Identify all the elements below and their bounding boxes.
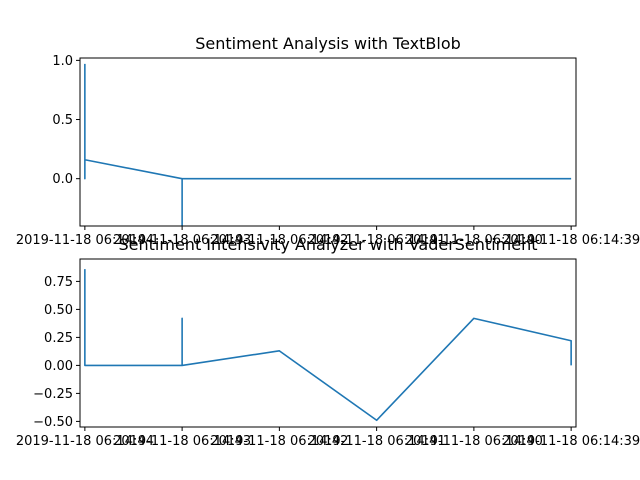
textblob-y-tick-label: 1.0 — [52, 54, 73, 69]
vader-x-tick-label: 2019-11-18 06:14:41 — [308, 434, 446, 449]
textblob-x-tick-label: 2019-11-18 06:14:43 — [113, 233, 251, 248]
vader-y-tick-label: −0.50 — [33, 415, 73, 430]
textblob-x-tick-label: 2019-11-18 06:14:40 — [405, 233, 543, 248]
vader-y-tick-label: 0.50 — [44, 303, 73, 318]
vader-x-tick-label: 2019-11-18 06:14:40 — [405, 434, 543, 449]
vader-x-tick-label: 2019-11-18 06:14:42 — [210, 434, 348, 449]
vader-x-tick-label: 2019-11-18 06:14:39 — [502, 434, 640, 449]
textblob-subplot: Sentiment Analysis with TextBlob 2019-11… — [16, 34, 640, 248]
vader-y-tick-label: −0.25 — [33, 387, 73, 402]
vader-y-tick-label: 0.75 — [44, 275, 73, 290]
textblob-x-tick-label: 2019-11-18 06:14:42 — [210, 233, 348, 248]
vader-y-tick-label: 0.00 — [44, 359, 73, 374]
textblob-y-tick-label: 0.5 — [52, 113, 73, 128]
vader-sentiment-line — [84, 269, 572, 422]
vader-x-tick-label: 2019-11-18 06:14:43 — [113, 434, 251, 449]
textblob-x-tick-label: 2019-11-18 06:14:41 — [308, 233, 446, 248]
textblob-axes-frame — [79, 57, 577, 227]
vader-y-tick-label: 0.25 — [44, 331, 73, 346]
textblob-x-tick-label: 2019-11-18 06:14:44 — [16, 233, 154, 248]
textblob-chart-title: Sentiment Analysis with TextBlob — [195, 34, 461, 53]
vader-x-tick-label: 2019-11-18 06:14:44 — [16, 434, 154, 449]
vader-axes-frame — [79, 258, 577, 428]
vader-chart-title: Sentiment Intensivity Analyzer with Vade… — [119, 235, 538, 254]
textblob-sentiment-line — [84, 63, 572, 227]
textblob-x-tick-label: 2019-11-18 06:14:39 — [502, 233, 640, 248]
textblob-y-tick-label: 0.0 — [52, 172, 73, 187]
